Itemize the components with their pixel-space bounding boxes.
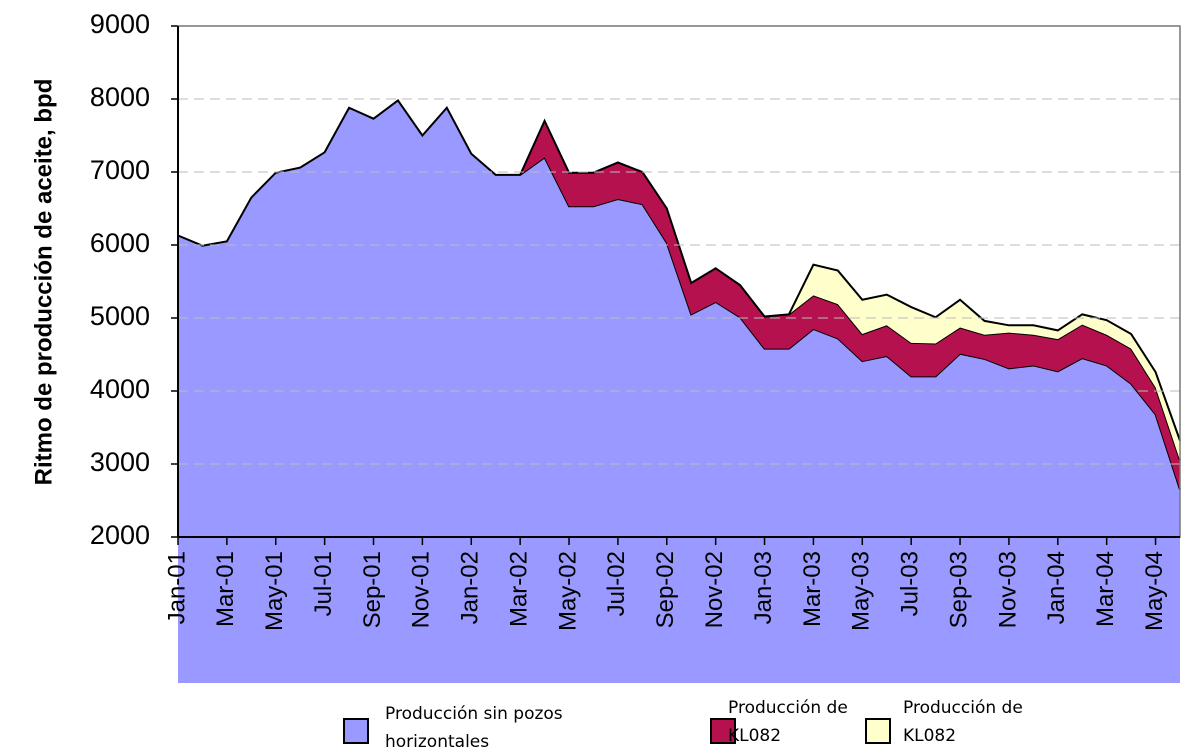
y-tick-label: 8000 <box>90 82 150 112</box>
x-tick-label: Nov-03 <box>994 551 1021 628</box>
x-tick-label: Jul-02 <box>603 551 630 616</box>
x-tick-label: May-01 <box>261 551 288 631</box>
legend-label: Producción de KL082 <box>903 698 1023 746</box>
y-tick-label: 4000 <box>90 374 150 404</box>
area <box>788 264 1180 461</box>
x-tick-label: Sep-03 <box>945 551 972 628</box>
chart: Ritmo de producción de aceite, bpd 2000 3… <box>30 9 1181 683</box>
x-tick-label: May-03 <box>848 551 875 631</box>
x-tick-label: Jan-02 <box>457 551 484 624</box>
x-tick-label: Nov-01 <box>408 551 435 628</box>
x-tick-label: Jan-03 <box>750 551 777 624</box>
x-tick-label: Jul-01 <box>310 551 337 616</box>
y-axis-title: Ritmo de producción de aceite, bpd <box>30 79 57 486</box>
x-tick-label: Jan-04 <box>1043 551 1070 624</box>
x-tick-label: Mar-03 <box>799 551 826 627</box>
legend-label: Producción de KL082 <box>728 698 848 746</box>
x-tick-label: Sep-02 <box>652 551 679 628</box>
y-tick-label: 7000 <box>90 155 150 185</box>
x-tick-label: Nov-02 <box>701 551 728 628</box>
x-tick-label: Sep-01 <box>359 551 386 628</box>
x-tick-label: Mar-02 <box>505 551 532 627</box>
x-tick-label: May-02 <box>554 551 581 631</box>
y-tick-label: 9000 <box>90 9 150 39</box>
y-tick-label: 6000 <box>90 228 150 258</box>
legend-swatch <box>865 718 891 744</box>
y-tick-label: 2000 <box>90 520 150 550</box>
x-tick-label: Jul-03 <box>897 551 924 616</box>
area-outline <box>788 263 1181 441</box>
x-tick-label: Jan-01 <box>163 551 190 624</box>
legend-swatch <box>710 718 736 744</box>
x-tick-label: Mar-04 <box>1092 551 1119 627</box>
y-tick-label: 3000 <box>90 447 150 477</box>
x-tick-label: May-04 <box>1141 551 1168 631</box>
legend-swatch <box>343 718 369 744</box>
legend-label: Producción sin pozos horizontales <box>385 704 563 752</box>
y-tick-label: 5000 <box>90 301 150 331</box>
x-tick-label: Mar-01 <box>212 551 239 627</box>
